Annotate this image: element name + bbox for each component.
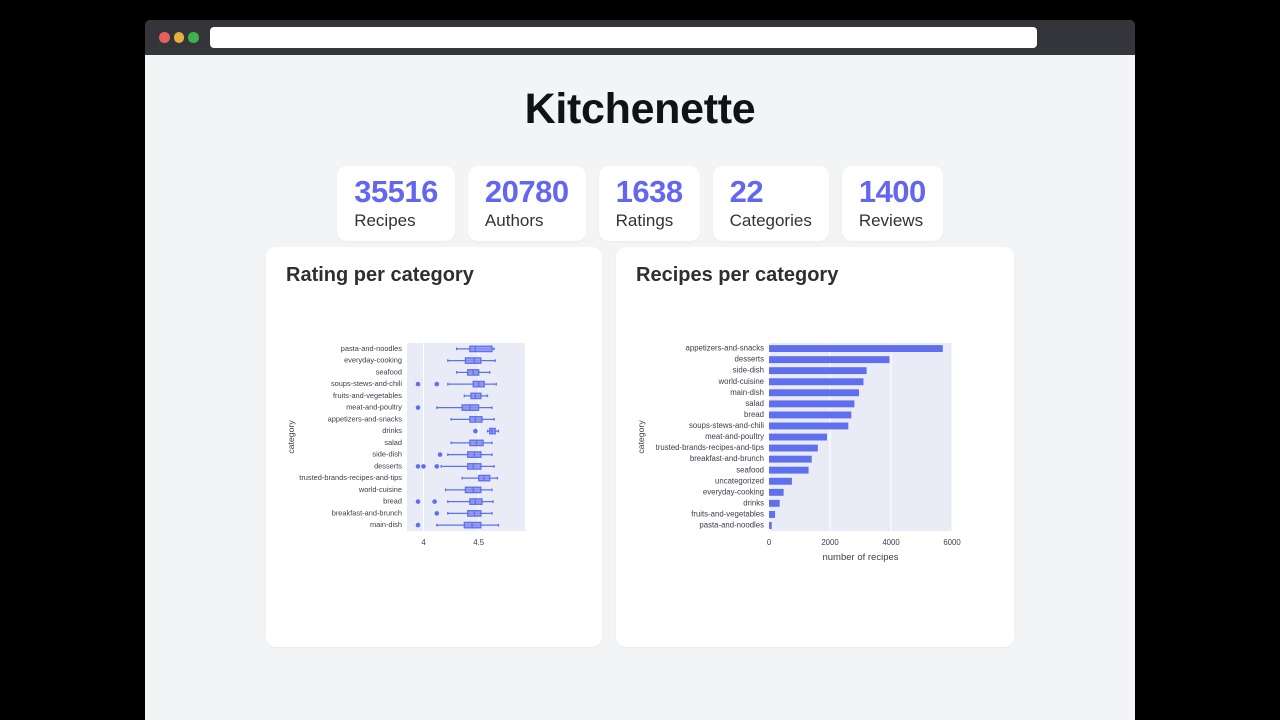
svg-text:drinks: drinks xyxy=(382,426,402,435)
svg-text:desserts: desserts xyxy=(735,355,765,364)
svg-text:world-cuisine: world-cuisine xyxy=(358,485,402,494)
svg-text:category: category xyxy=(636,420,646,454)
svg-text:desserts: desserts xyxy=(374,462,402,471)
svg-text:2000: 2000 xyxy=(821,538,839,547)
svg-text:meat-and-poultry: meat-and-poultry xyxy=(346,403,402,412)
svg-text:pasta-and-noodles: pasta-and-noodles xyxy=(341,344,403,353)
svg-text:4: 4 xyxy=(421,538,426,547)
svg-text:trusted-brands-recipes-and-tip: trusted-brands-recipes-and-tips xyxy=(656,443,764,452)
svg-text:breakfast-and-brunch: breakfast-and-brunch xyxy=(332,509,402,518)
svg-text:6000: 6000 xyxy=(943,538,961,547)
svg-text:uncategorized: uncategorized xyxy=(715,476,764,485)
svg-text:seafood: seafood xyxy=(736,465,764,474)
svg-text:number of recipes: number of recipes xyxy=(822,552,898,563)
svg-text:main-dish: main-dish xyxy=(730,388,764,397)
svg-text:side-dish: side-dish xyxy=(372,450,402,459)
svg-text:trusted-brands-recipes-and-tip: trusted-brands-recipes-and-tips xyxy=(299,473,402,482)
svg-text:breakfast-and-brunch: breakfast-and-brunch xyxy=(690,454,764,463)
svg-text:fruits-and-vegetables: fruits-and-vegetables xyxy=(691,510,764,519)
svg-text:everyday-cooking: everyday-cooking xyxy=(344,356,402,365)
svg-text:pasta-and-noodles: pasta-and-noodles xyxy=(699,521,764,530)
svg-text:everyday-cooking: everyday-cooking xyxy=(703,488,764,497)
svg-text:category: category xyxy=(286,420,296,454)
svg-text:side-dish: side-dish xyxy=(733,366,764,375)
svg-text:salad: salad xyxy=(384,438,402,447)
svg-text:meat-and-poultry: meat-and-poultry xyxy=(705,432,764,441)
svg-text:bread: bread xyxy=(383,497,402,506)
svg-text:soups-stews-and-chili: soups-stews-and-chili xyxy=(331,379,402,388)
svg-text:4.5: 4.5 xyxy=(473,538,485,547)
svg-text:appetizers-and-snacks: appetizers-and-snacks xyxy=(686,344,765,353)
svg-text:drinks: drinks xyxy=(743,499,764,508)
svg-text:salad: salad xyxy=(745,399,764,408)
svg-text:0: 0 xyxy=(767,538,772,547)
svg-text:4000: 4000 xyxy=(882,538,900,547)
svg-text:soups-stews-and-chili: soups-stews-and-chili xyxy=(689,421,764,430)
svg-text:world-cuisine: world-cuisine xyxy=(718,377,765,386)
svg-text:appetizers-and-snacks: appetizers-and-snacks xyxy=(328,415,403,424)
svg-text:bread: bread xyxy=(744,410,764,419)
svg-text:main-dish: main-dish xyxy=(370,520,402,529)
svg-text:fruits-and-vegetables: fruits-and-vegetables xyxy=(333,391,402,400)
svg-text:seafood: seafood xyxy=(376,368,402,377)
